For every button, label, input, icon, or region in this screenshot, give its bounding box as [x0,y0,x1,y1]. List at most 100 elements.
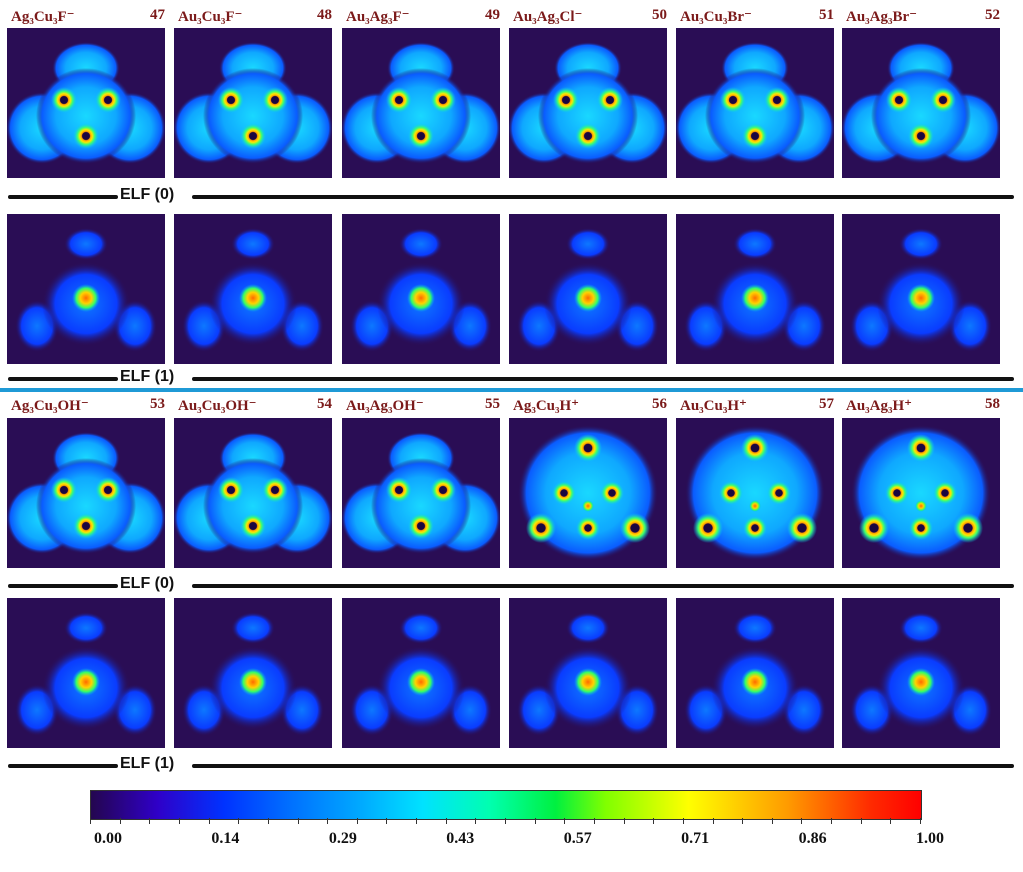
elf0-map [509,28,667,178]
colorbar-minor-tick [564,818,566,824]
elf0-map [676,28,834,178]
elf1-map [174,598,332,748]
center-basin [36,458,136,554]
center-maximum [72,668,100,696]
atom-marker [767,481,791,505]
atom-marker [764,87,790,113]
atom-marker [552,481,576,505]
center-maximum [239,668,267,696]
colorbar-minor-tick [505,818,506,824]
atom-marker [262,87,288,113]
elf1-map [7,598,165,748]
top-lobe [64,228,108,260]
elf-label-top-0: ELF (0) [118,186,177,204]
molecule-number: 56 [652,396,667,412]
atom-marker [218,477,244,503]
molecule-number: 52 [985,7,1000,23]
atom-marker [408,513,434,539]
atom-marker [742,123,768,149]
center-maximum [239,284,267,312]
colorbar-minor-tick [831,818,833,824]
center-basin [203,458,303,554]
colorbar-minor-tick [238,818,240,824]
molecule-label: Au₃Ag₃H⁺ [846,398,913,414]
elf1-map [174,214,332,364]
molecule-label: Au₃Cu₃F⁻ [178,9,243,25]
elf0-bar-left-top [8,195,118,199]
elf-label-bottom-0: ELF (0) [118,575,177,593]
elf1-bar-right-bottom [192,764,1014,768]
colorbar-minor-tick [475,818,477,824]
top-lobe [899,612,943,644]
colorbar-tick-label: 0.71 [681,830,710,847]
molecule-number: 57 [819,396,834,412]
atom-marker [240,513,266,539]
colorbar-minor-tick [771,818,773,824]
colorbar-minor-tick [356,818,358,824]
center-basin [871,68,971,164]
colorbar-minor-tick [267,818,269,824]
molecule-number: 49 [485,7,500,23]
top-lobe [64,612,108,644]
center-basin [705,68,805,164]
atom-marker [908,123,934,149]
atom-marker [693,513,723,543]
elf1-bar-right-top [192,377,1014,381]
molecule-number: 51 [819,7,834,23]
top-lobe [399,612,443,644]
atom-marker [95,477,121,503]
colorbar-minor-tick [534,818,536,824]
colorbar-minor-tick [386,818,388,824]
colorbar-minor-tick [860,818,862,824]
center-maximum [907,668,935,696]
atom-marker [218,87,244,113]
colorbar-tick-label: 0.14 [211,830,240,847]
center-maximum [749,500,761,512]
colorbar [90,790,922,820]
elf1-map [7,214,165,364]
colorbar-tick-label: 0.57 [563,830,592,847]
atom-marker [262,477,288,503]
colorbar-minor-tick [416,818,418,824]
center-basin [371,68,471,164]
atom-marker [741,434,769,462]
elf0-map [842,418,1000,568]
top-lobe [231,612,275,644]
center-basin [36,68,136,164]
elf0-bar-right-bottom [192,584,1014,588]
molecule-number: 54 [317,396,332,412]
atom-marker [553,87,579,113]
elf1-map [842,598,1000,748]
atom-marker [575,123,601,149]
center-basin [538,68,638,164]
colorbar-tick-label: 1.00 [916,830,944,847]
elf1-map [509,598,667,748]
elf1-map [676,598,834,748]
section-divider [0,388,1023,392]
molecule-number: 48 [317,7,332,23]
center-maximum [907,284,935,312]
atom-marker [386,87,412,113]
atom-marker [73,513,99,539]
elf1-map [676,214,834,364]
colorbar-tick-label: 0.86 [798,830,827,847]
center-maximum [72,284,100,312]
colorbar-minor-tick [712,818,714,824]
colorbar-minor-tick [920,818,921,824]
top-lobe [733,612,777,644]
elf1-map [342,598,500,748]
atom-marker [95,87,121,113]
colorbar-minor-tick [149,818,151,824]
center-maximum [741,668,769,696]
colorbar-minor-tick [593,818,595,824]
top-lobe [566,228,610,260]
colorbar-minor-tick [682,818,684,824]
atom-marker [597,87,623,113]
atom-marker [526,513,556,543]
top-lobe [231,228,275,260]
elf0-map [342,28,500,178]
atom-marker [386,477,412,503]
molecule-label: Au₃Ag₃F⁻ [346,9,410,25]
elf0-map [174,28,332,178]
atom-marker [720,87,746,113]
